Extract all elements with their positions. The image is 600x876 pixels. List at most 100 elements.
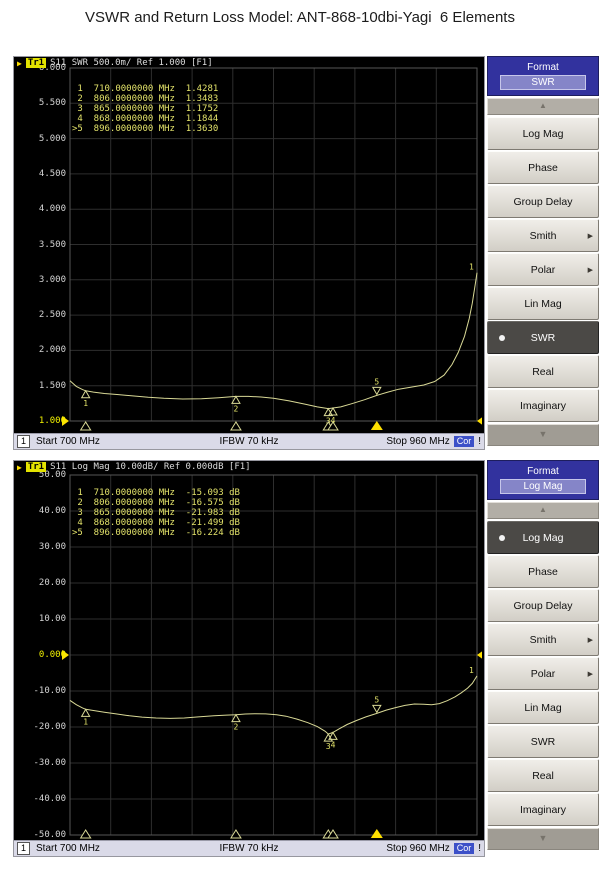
- marker-row: 4 868.0000000 MHz 1.1844: [72, 114, 219, 124]
- y-axis-tick: -10.00: [33, 686, 66, 696]
- menu-header: Format Log Mag: [487, 460, 599, 500]
- selected-bullet-icon: [499, 334, 505, 341]
- menu-item-label: Group Delay: [513, 195, 573, 208]
- menu-item-label: Phase: [528, 161, 558, 174]
- menu-item-swr[interactable]: SWR: [487, 725, 599, 758]
- marker-number-label: 4: [331, 740, 336, 749]
- vna-screen-frame: ▶ Tr1 S11 SWR 500.0m/ Ref 1.000 [F1] 6.0…: [13, 56, 485, 450]
- marker-flag: [80, 708, 91, 717]
- menu-item-label: Imaginary: [519, 803, 567, 816]
- submenu-arrow-icon: ▶: [587, 636, 593, 644]
- menu-item-imaginary[interactable]: Imaginary: [487, 389, 599, 422]
- plot-area: 1 1 2 34 5: [62, 67, 482, 431]
- scroll-down-button[interactable]: ▼: [487, 828, 599, 850]
- marker-readout-table: 1 710.0000000 MHz 1.4281 2 806.0000000 M…: [72, 84, 218, 134]
- measurement-trace: [69, 272, 478, 410]
- y-axis-tick: -20.00: [33, 722, 66, 732]
- ifbw-label: IFBW 70 kHz: [219, 843, 279, 854]
- trace-header: ▶ Tr1 S11 Log Mag 10.00dB/ Ref 0.000dB […: [17, 462, 251, 472]
- marker-axis-triangle: [79, 421, 92, 431]
- y-axis-tick: 4.000: [38, 204, 66, 215]
- menu-item-phase[interactable]: Phase: [487, 555, 599, 588]
- trace-settings-text: S11 SWR 500.0m/ Ref 1.000 [F1]: [50, 58, 213, 68]
- marker-axis-triangle: [230, 829, 242, 839]
- marker-row: 1 710.0000000 MHz 1.4281: [72, 84, 219, 94]
- menu-header: Format SWR: [487, 56, 599, 96]
- trace-badge: Tr1: [25, 462, 47, 472]
- menu-item-imaginary[interactable]: Imaginary: [487, 793, 599, 826]
- plot-border: [69, 67, 478, 422]
- active-trace-arrow-icon: ▶: [17, 462, 22, 472]
- menu-title: Format: [527, 62, 559, 73]
- y-axis-tick: -50.00: [33, 830, 66, 840]
- marker-row: 4 868.0000000 MHz -21.499 dB: [72, 518, 240, 528]
- y-axis-tick: 2.500: [38, 310, 66, 321]
- y-axis-tick: 1.000: [38, 416, 66, 426]
- menu-item-label: Real: [532, 769, 554, 782]
- correction-badge: Cor: [453, 436, 475, 447]
- menu-item-log-mag[interactable]: Log Mag: [487, 117, 599, 150]
- menu-item-lin-mag[interactable]: Lin Mag: [487, 691, 599, 724]
- menu-item-polar[interactable]: Polar ▶: [487, 657, 599, 690]
- menu-item-label: Polar: [530, 667, 556, 680]
- page-title: VSWR and Return Loss Model: ANT-868-10db…: [85, 9, 515, 26]
- marker-number-label: 5: [374, 377, 379, 386]
- logmag-chart: ▶ Tr1 S11 Log Mag 10.00dB/ Ref 0.000dB […: [14, 461, 482, 840]
- swr-chart: ▶ Tr1 S11 SWR 500.0m/ Ref 1.000 [F1] 6.0…: [14, 57, 482, 433]
- marker-number-label: 2: [234, 723, 239, 732]
- menu-item-phase[interactable]: Phase: [487, 151, 599, 184]
- y-axis-tick: 6.000: [38, 63, 66, 73]
- stop-frequency-label: Stop 960 MHz: [386, 843, 450, 854]
- marker-number-label: 3: [326, 742, 331, 751]
- marker-flag: [231, 395, 241, 404]
- marker-axis-triangle: [230, 421, 242, 431]
- menu-item-real[interactable]: Real: [487, 759, 599, 792]
- marker-row: 1 710.0000000 MHz -15.093 dB: [72, 488, 240, 498]
- correction-badge: Cor: [453, 843, 475, 854]
- menu-item-log-mag[interactable]: Log Mag: [487, 521, 599, 554]
- y-axis-tick: 2.000: [38, 345, 66, 356]
- selected-bullet-icon: [499, 534, 505, 541]
- status-bar: 1 Start 700 MHz IFBW 70 kHz Stop 960 MHz…: [14, 840, 484, 856]
- menu-item-label: Log Mag: [522, 127, 564, 140]
- scroll-up-button[interactable]: ▲: [487, 98, 599, 115]
- active-trace-arrow-icon: ▶: [17, 58, 22, 68]
- menu-item-smith[interactable]: Smith ▶: [487, 219, 599, 252]
- marker-row: 3 865.0000000 MHz -21.983 dB: [72, 508, 240, 518]
- scroll-up-button[interactable]: ▲: [487, 502, 599, 519]
- format-menu: Format SWR ▲ Log Mag Phase Group Delay Smit…: [487, 56, 599, 446]
- marker-row: >5 896.0000000 MHz 1.3630: [72, 124, 219, 134]
- submenu-arrow-icon: ▶: [587, 232, 593, 240]
- vna-screen-frame: ▶ Tr1 S11 Log Mag 10.00dB/ Ref 0.000dB […: [13, 460, 485, 857]
- menu-current-value: Log Mag: [500, 479, 586, 494]
- ref-level-arrow-right-icon: [477, 417, 482, 425]
- menu-item-label: Phase: [528, 565, 558, 578]
- marker-row: 2 806.0000000 MHz -16.575 dB: [72, 498, 240, 508]
- menu-item-label: SWR: [530, 331, 556, 344]
- menu-item-smith[interactable]: Smith ▶: [487, 623, 599, 656]
- ifbw-label: IFBW 70 kHz: [219, 436, 279, 447]
- menu-item-polar[interactable]: Polar ▶: [487, 253, 599, 286]
- menu-item-label: Lin Mag: [524, 297, 562, 310]
- alert-indicator: !: [478, 436, 481, 447]
- scroll-down-button[interactable]: ▼: [487, 424, 599, 446]
- menu-item-lin-mag[interactable]: Lin Mag: [487, 287, 599, 320]
- menu-item-group-delay[interactable]: Group Delay: [487, 185, 599, 218]
- menu-current-value: SWR: [500, 75, 586, 90]
- menu-item-group-delay[interactable]: Group Delay: [487, 589, 599, 622]
- menu-item-label: Lin Mag: [524, 701, 562, 714]
- y-axis-tick: 0.000: [38, 650, 66, 660]
- y-axis-tick: 40.00: [38, 506, 66, 516]
- menu-item-real[interactable]: Real: [487, 355, 599, 388]
- alert-indicator: !: [478, 843, 481, 854]
- ref-level-arrow-left-icon: [62, 416, 69, 426]
- menu-item-label: Polar: [530, 263, 556, 276]
- y-axis-tick: -30.00: [33, 758, 66, 768]
- marker-flag: [328, 406, 338, 416]
- marker-flag: [231, 713, 241, 723]
- status-bar: 1 Start 700 MHz IFBW 70 kHz Stop 960 MHz…: [14, 433, 484, 449]
- marker-number-label: 4: [331, 416, 336, 425]
- marker-row: >5 896.0000000 MHz -16.224 dB: [72, 528, 240, 538]
- menu-item-swr[interactable]: SWR: [487, 321, 599, 354]
